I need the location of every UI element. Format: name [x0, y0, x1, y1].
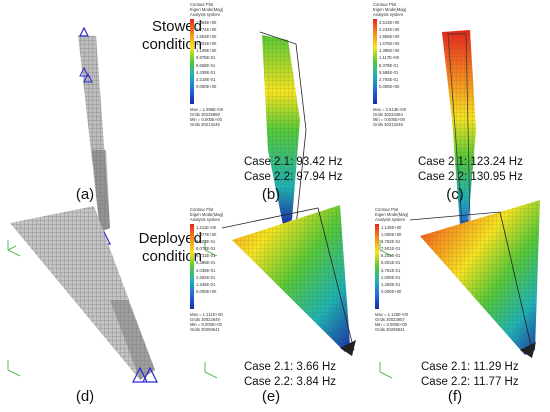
legend-b: Contour Plot Eigen Mode(Mag) Analysis syst…: [190, 2, 224, 127]
caption-c: (c): [446, 186, 464, 203]
caption-f: (f): [447, 388, 463, 405]
legend-c: Contour Plot Eigen Mode(Mag) Analysis syst…: [373, 2, 407, 127]
caption-b: (b): [261, 186, 281, 203]
case-frequencies-f: Case 2.1: 11.29 Hz Case 2.2: 11.77 Hz: [421, 361, 519, 388]
case-frequencies-e: Case 2.1: 3.66 Hz Case 2.2: 3.84 Hz: [244, 361, 337, 388]
case-frequencies-b: Case 2.1: 93.42 Hz Case 2.2: 97.94 Hz: [244, 156, 343, 183]
stowed-antenna-model: [7, 26, 540, 383]
deployed-condition-label: Deployed condition: [138, 230, 202, 265]
case-frequencies-c: Case 2.1: 123.24 Hz Case 2.2: 130.95 Hz: [418, 156, 523, 183]
caption-e: (e): [261, 388, 281, 405]
legend-f: Contour Plot Eigen Mode(Mag) Analysis syst…: [375, 207, 409, 332]
legend-e: Contour Plot Eigen Mode(Mag) Analysis syst…: [190, 207, 224, 332]
caption-d: (d): [75, 388, 95, 405]
stowed-condition-label: Stowed condition: [141, 18, 202, 53]
caption-a: (a): [75, 186, 95, 203]
